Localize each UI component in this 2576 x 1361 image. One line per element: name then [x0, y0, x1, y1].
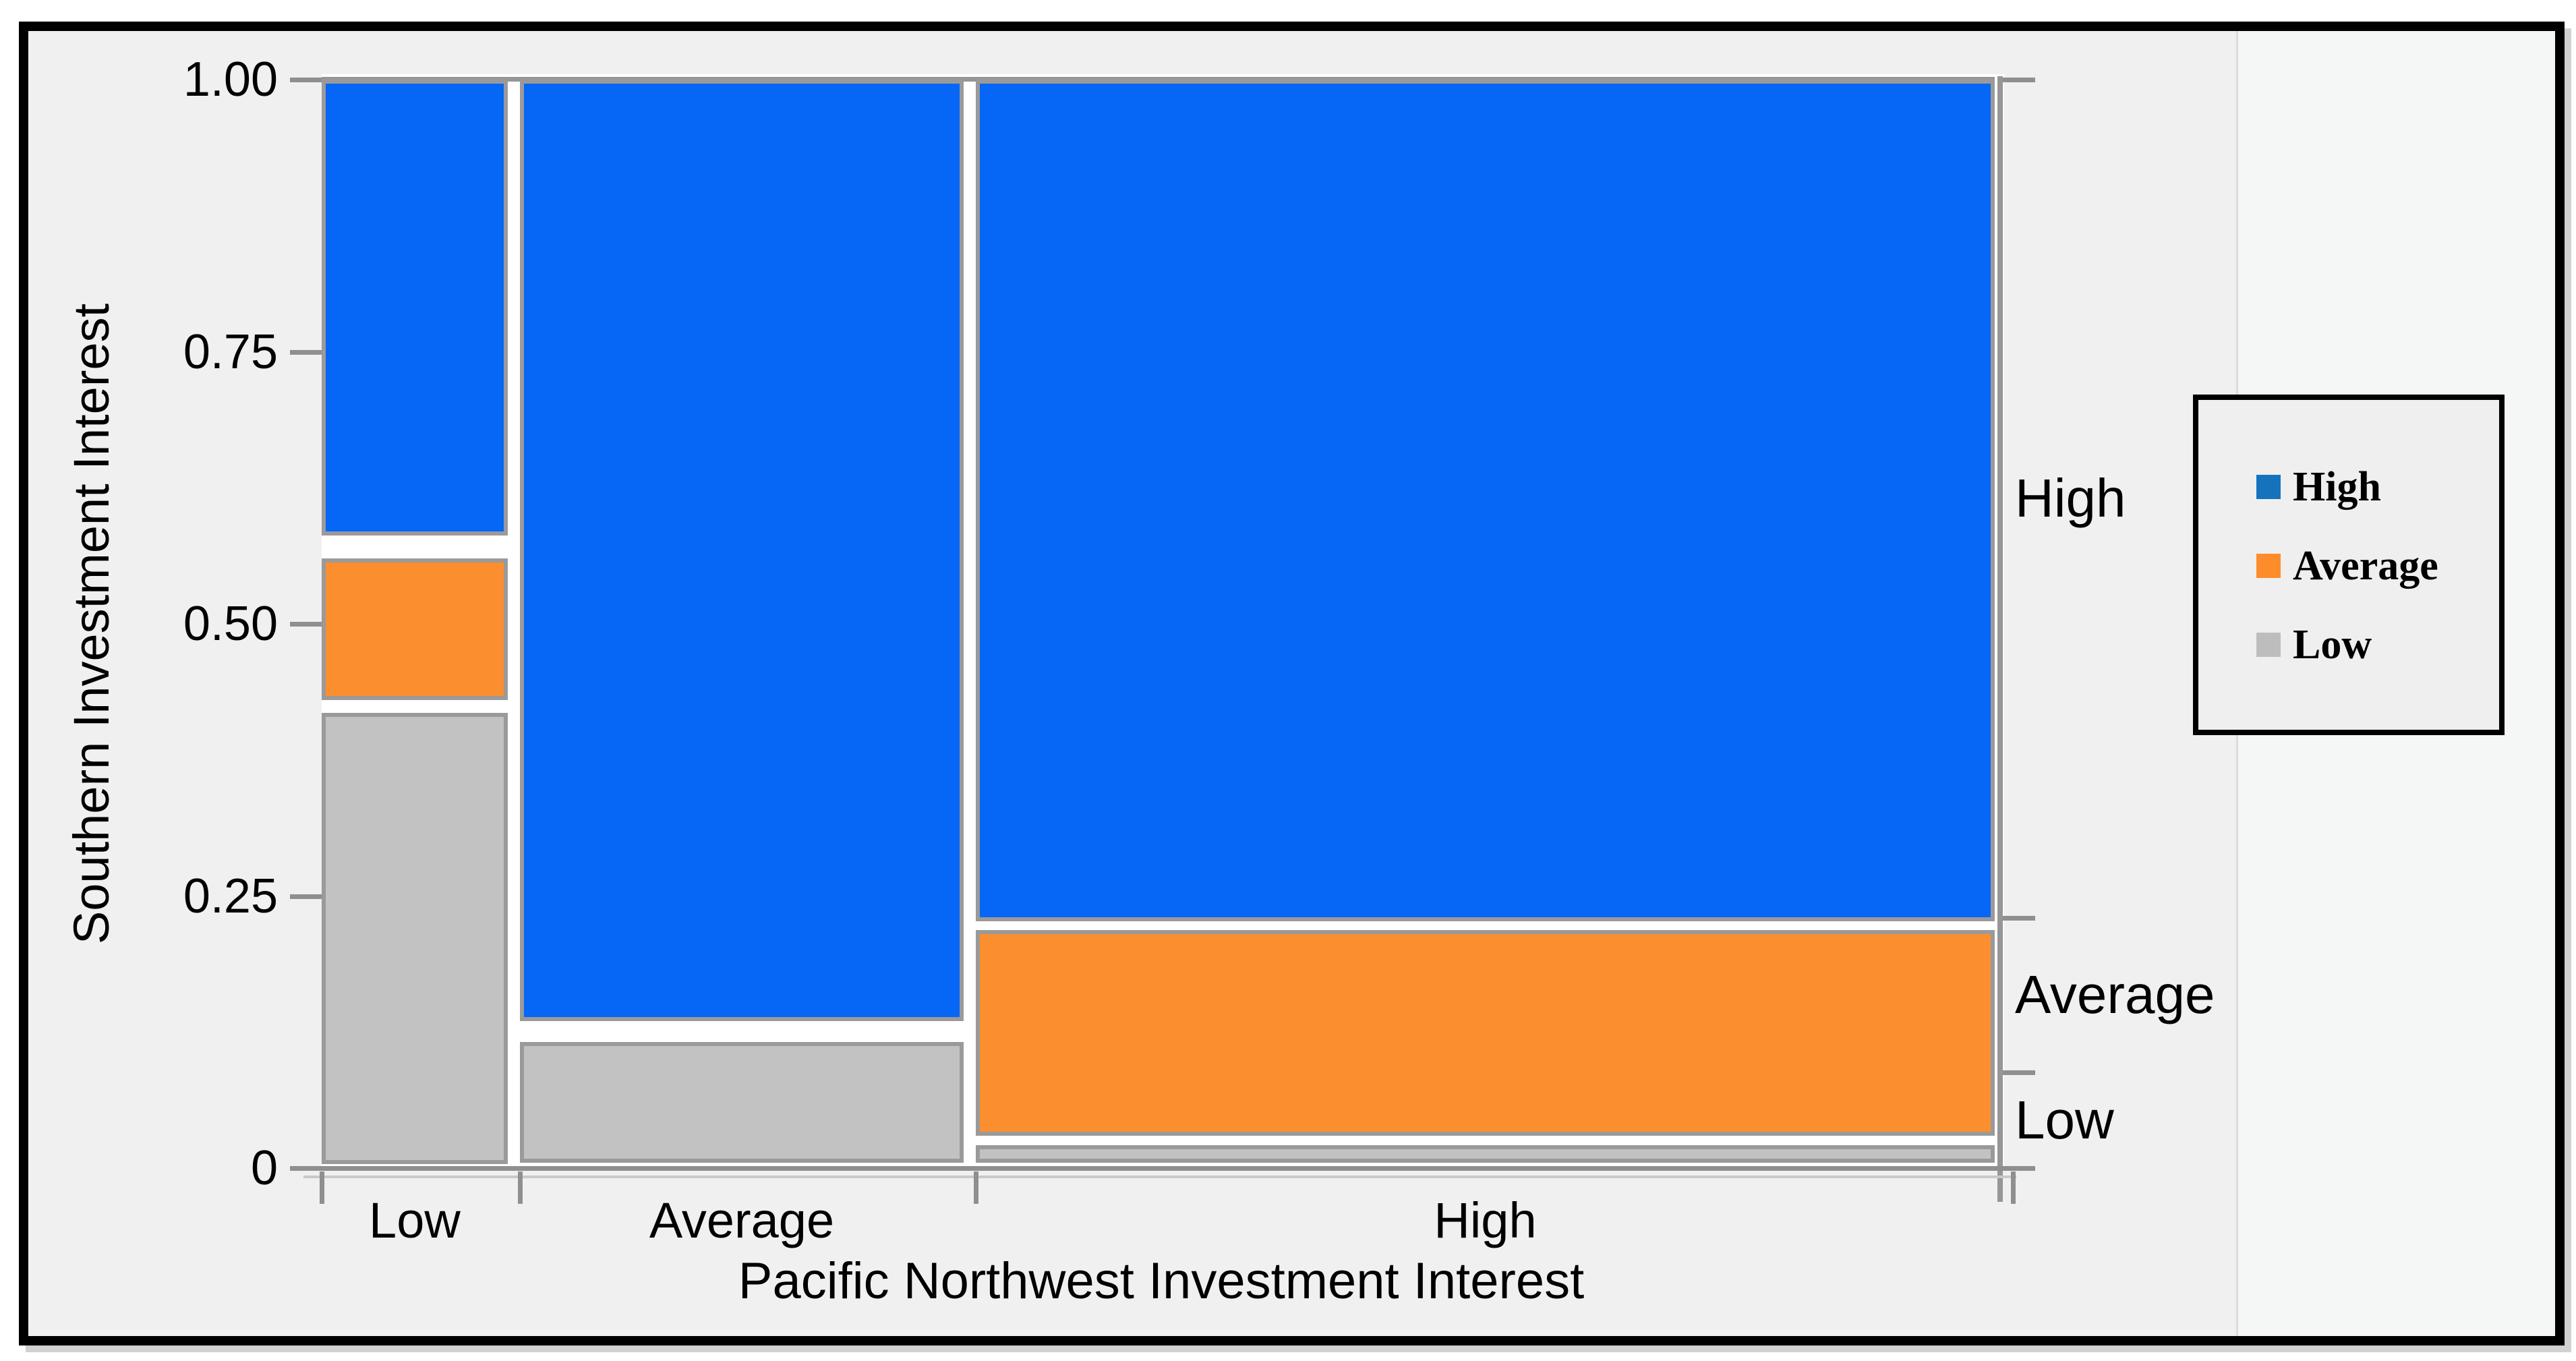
x-axis-title: Pacific Northwest Investment Interest — [738, 1252, 1585, 1310]
right-axis-tick — [2003, 1070, 2035, 1075]
legend: High Average Low — [2193, 395, 2505, 735]
mosaic-segment-high-average[interactable] — [976, 929, 1995, 1136]
legend-swatch-low-icon — [2256, 633, 2281, 657]
mosaic-segment-high-high[interactable] — [976, 80, 1995, 921]
y-axis-tick — [290, 1166, 322, 1171]
x-axis-tick — [974, 1171, 979, 1204]
y-axis-tick — [290, 622, 322, 627]
legend-label: Low — [2293, 622, 2372, 668]
y-axis-tick — [290, 78, 322, 82]
x-category-label-low: Low — [369, 1192, 461, 1248]
legend-swatch-average-icon — [2256, 554, 2281, 578]
mosaic-segment-high-low[interactable] — [976, 1145, 1995, 1163]
legend-item-low[interactable]: Low — [2198, 621, 2499, 668]
x-axis-tick — [2011, 1171, 2016, 1204]
right-category-label-high: High — [2015, 468, 2126, 529]
y-tick-label: 0.25 — [183, 869, 278, 923]
right-axis-tick — [2003, 915, 2035, 921]
y-tick-label: 0.50 — [183, 597, 278, 651]
right-category-label-low: Low — [2015, 1089, 2114, 1150]
y-tick-label: 0 — [250, 1141, 278, 1195]
right-axis-tick — [2003, 1166, 2035, 1171]
legend-item-average[interactable]: Average — [2198, 542, 2499, 589]
y-tick-label: 1.00 — [183, 53, 278, 107]
x-axis-line — [303, 1166, 2016, 1171]
legend-item-high[interactable]: High — [2198, 463, 2499, 511]
x-axis-tick — [320, 1171, 324, 1204]
top-gridline — [322, 77, 1995, 82]
right-category-label-average: Average — [2015, 964, 2215, 1025]
x-category-label-high: High — [1434, 1192, 1537, 1248]
y-axis-tick — [290, 894, 322, 899]
legend-label: Average — [2293, 543, 2438, 589]
right-axis-line — [1997, 76, 2003, 1202]
chart-frame-border — [19, 22, 2565, 1345]
mosaic-segment-average-low[interactable] — [519, 1041, 964, 1163]
x-category-label-average: Average — [649, 1192, 835, 1248]
mosaic-segment-low-high[interactable] — [322, 80, 508, 536]
x-axis-shadow-line — [303, 1176, 2016, 1178]
legend-swatch-high-icon — [2256, 475, 2281, 499]
mosaic-segment-low-low[interactable] — [322, 713, 508, 1164]
y-axis-tick — [290, 349, 322, 355]
y-tick-label: 0.75 — [183, 324, 278, 379]
right-axis-tick — [2003, 78, 2035, 82]
legend-label: High — [2293, 464, 2381, 510]
mosaic-segment-average-high[interactable] — [519, 80, 964, 1022]
mosaic-segment-low-average[interactable] — [322, 558, 508, 700]
x-axis-tick — [517, 1171, 523, 1204]
